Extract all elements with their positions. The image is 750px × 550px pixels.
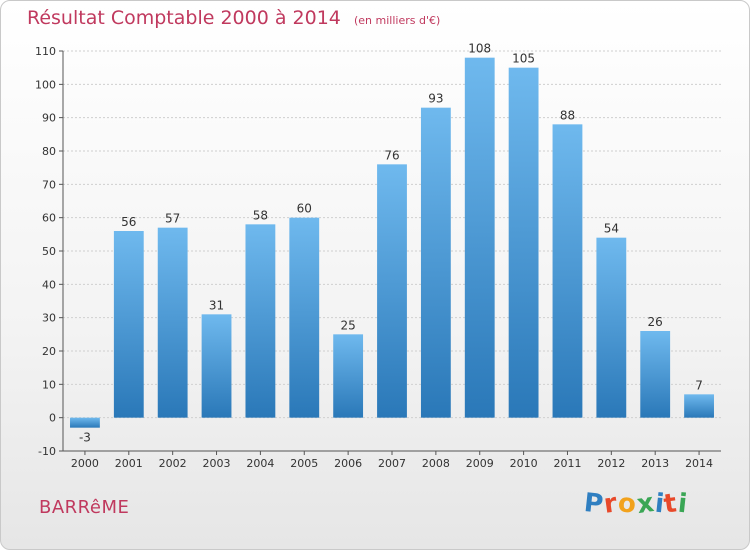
x-tick-label: 2013: [641, 457, 669, 470]
y-tick-label: 0: [49, 412, 56, 425]
x-tick-label: 2001: [115, 457, 143, 470]
data-label: 60: [297, 202, 312, 216]
x-tick-label: 2011: [553, 457, 581, 470]
y-tick-label: 40: [42, 278, 56, 291]
y-tick-label: 20: [42, 345, 56, 358]
y-tick-label: 80: [42, 145, 56, 158]
x-tick-label: 2009: [466, 457, 494, 470]
x-tick-label: 2010: [510, 457, 538, 470]
bar: [245, 224, 276, 418]
y-tick-label: 60: [42, 212, 56, 225]
bar: [464, 57, 495, 418]
bar: [289, 217, 320, 418]
chart-title-row: Résultat Comptable 2000 à 2014 (en milli…: [27, 7, 440, 29]
data-label: 56: [121, 215, 136, 229]
bar: [552, 124, 583, 418]
x-tick-label: 2000: [71, 457, 99, 470]
y-tick-label: 110: [35, 45, 56, 58]
y-tick-label: 50: [42, 245, 56, 258]
y-tick-label: 90: [42, 112, 56, 125]
x-tick-label: 2002: [159, 457, 187, 470]
bar: [113, 231, 144, 418]
x-tick-label: 2012: [597, 457, 625, 470]
bar: [333, 334, 364, 418]
y-tick-label: -10: [38, 445, 56, 458]
x-tick-label: 2005: [290, 457, 318, 470]
x-tick-label: 2007: [378, 457, 406, 470]
bar: [684, 394, 714, 418]
bar: [640, 331, 671, 418]
data-label: 57: [165, 212, 180, 226]
logo-letter: i: [676, 488, 690, 520]
data-label: 108: [468, 42, 491, 56]
data-label: 58: [253, 208, 268, 222]
x-tick-label: 2014: [685, 457, 713, 470]
data-label: 105: [512, 52, 535, 66]
proxiti-logo: Proxiti: [582, 488, 690, 520]
commune-name: BARRêME: [39, 497, 130, 518]
data-label: 7: [695, 378, 703, 392]
data-label: 31: [209, 298, 224, 312]
x-tick-label: 2006: [334, 457, 362, 470]
data-label: 25: [340, 318, 355, 332]
data-label: 76: [384, 148, 399, 162]
chart-title: Résultat Comptable 2000 à 2014: [27, 7, 341, 29]
bar: [596, 237, 627, 418]
x-tick-label: 2008: [422, 457, 450, 470]
x-tick-label: 2004: [246, 457, 274, 470]
bar: [157, 227, 188, 418]
bar: [377, 164, 407, 418]
data-label: -3: [79, 431, 91, 445]
bar: [508, 67, 539, 418]
y-tick-label: 10: [42, 378, 56, 391]
y-tick-label: 70: [42, 178, 56, 191]
data-label: 93: [428, 92, 443, 106]
bar: [201, 314, 232, 418]
bar: [70, 417, 100, 428]
data-label: 54: [604, 222, 619, 236]
y-tick-label: 100: [35, 78, 56, 91]
y-tick-label: 30: [42, 312, 56, 325]
data-label: 26: [648, 315, 663, 329]
x-tick-label: 2003: [203, 457, 231, 470]
chart-subtitle: (en milliers d'€): [353, 14, 441, 27]
bar: [420, 107, 451, 418]
data-label: 88: [560, 108, 575, 122]
